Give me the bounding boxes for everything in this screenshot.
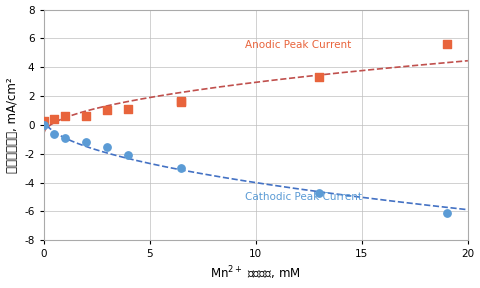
Point xyxy=(82,140,90,145)
Point xyxy=(50,131,58,136)
Point xyxy=(178,166,185,170)
Point xyxy=(61,136,69,140)
Point xyxy=(124,107,132,111)
Point xyxy=(40,118,48,123)
Point xyxy=(61,114,69,119)
Point xyxy=(40,123,48,127)
Point xyxy=(124,153,132,158)
Point xyxy=(315,75,323,79)
Point xyxy=(443,42,451,46)
Point xyxy=(443,211,451,215)
Point xyxy=(178,99,185,103)
Point xyxy=(82,113,90,118)
Point xyxy=(315,190,323,195)
Point xyxy=(103,108,111,113)
Point xyxy=(50,117,58,122)
Text: Cathodic Peak Current: Cathodic Peak Current xyxy=(245,192,362,202)
Point xyxy=(103,144,111,149)
X-axis label: Mn$^{2+}$ 이온농도, mM: Mn$^{2+}$ 이온농도, mM xyxy=(210,265,301,283)
Point xyxy=(178,100,185,104)
Y-axis label: 피크전류밀도, mA/cm²: 피크전류밀도, mA/cm² xyxy=(6,77,19,173)
Text: Anodic Peak Current: Anodic Peak Current xyxy=(245,41,351,50)
